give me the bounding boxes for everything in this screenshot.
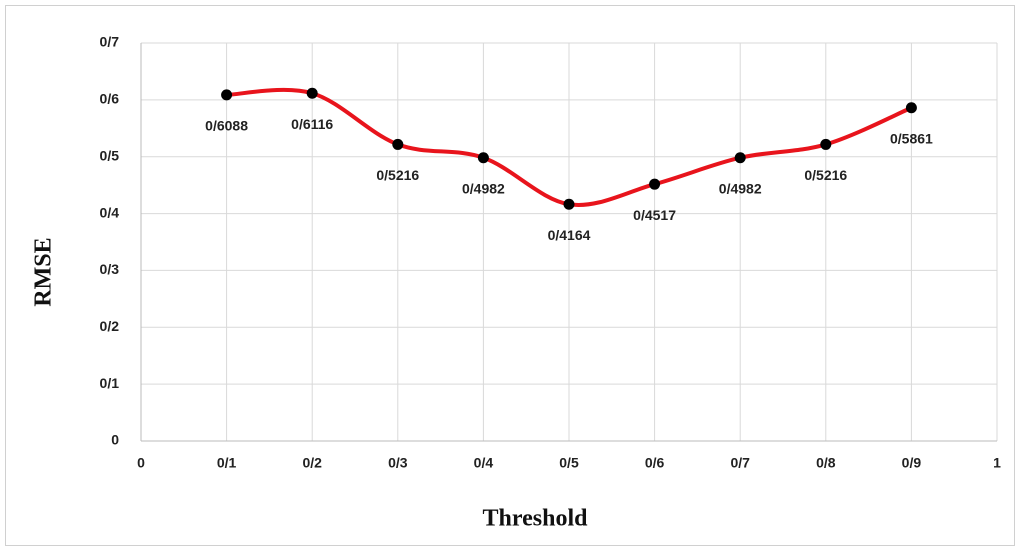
x-tick-label: 0/5 [559,455,579,471]
point [563,198,575,210]
y-tick-label: 0 [111,432,119,448]
y-tick-label: 0/2 [100,318,120,334]
data-label: 0/4982 [719,180,762,196]
y-axis-label: RMSE [31,237,57,306]
x-tick-label: 0/8 [816,455,836,471]
point [734,152,746,164]
point [477,152,489,164]
x-tick-label: 0/6 [645,455,665,471]
data-label: 0/6088 [205,118,248,134]
x-tick-label: 0/1 [217,455,237,471]
x-tick-label: 1 [993,455,1001,471]
data-label: 0/5216 [804,167,847,183]
data-label: 0/4982 [462,180,505,196]
x-tick-label: 0 [137,455,145,471]
y-tick-label: 0/4 [100,204,120,220]
x-tick-label: 0/9 [902,455,922,471]
point [306,87,318,99]
point [649,178,661,190]
data-label: 0/4517 [633,207,676,223]
data-label: 0/6116 [291,116,333,132]
point [221,89,233,101]
point [820,138,832,150]
data-label: 0/5861 [890,130,933,146]
y-tick-label: 0/6 [100,91,120,107]
data-label: 0/4164 [548,227,591,243]
x-tick-label: 0/3 [388,455,408,471]
chart-border [5,5,1015,546]
data-label: 0/5216 [376,167,419,183]
x-tick-label: 0/7 [730,455,750,471]
x-axis-label: Threshold [483,506,589,532]
point [905,102,917,114]
y-tick-label: 0/1 [100,375,120,391]
x-tick-label: 0/4 [474,455,494,471]
x-tick-label: 0/2 [302,455,322,471]
y-tick-label: 0/5 [100,147,120,163]
y-tick-label: 0/3 [100,261,120,277]
y-tick-label: 0/7 [100,34,120,50]
point [392,138,404,150]
